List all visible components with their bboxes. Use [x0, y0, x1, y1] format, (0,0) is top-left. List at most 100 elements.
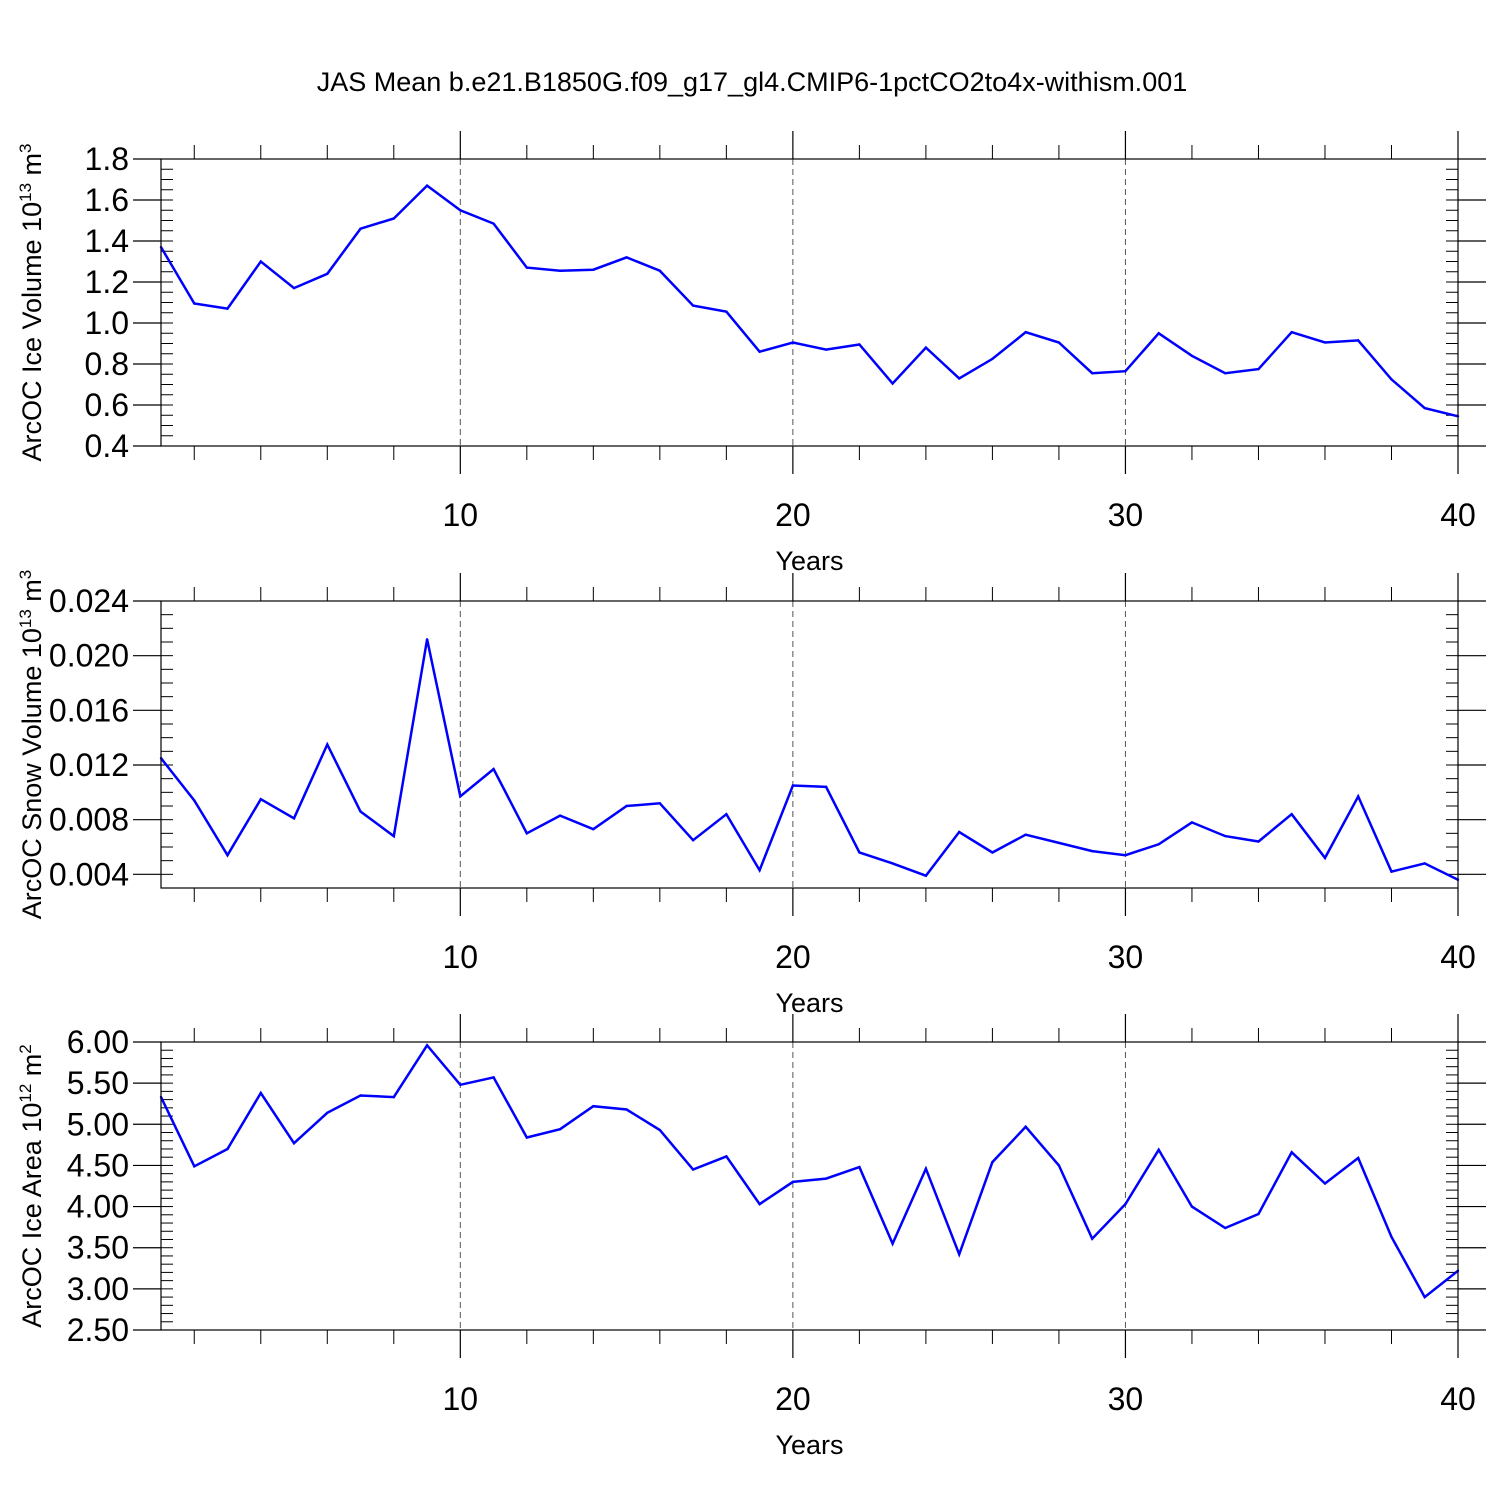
plot-frame — [160, 158, 1459, 447]
data-point — [1390, 870, 1393, 873]
data-point — [259, 797, 262, 801]
data-point — [691, 304, 695, 307]
data-point — [492, 767, 495, 771]
data-point — [425, 638, 429, 641]
data-point — [658, 269, 662, 272]
y-tick-label: 0.8 — [85, 346, 129, 382]
data-point — [991, 851, 994, 854]
data-point — [558, 269, 562, 272]
data-point — [824, 785, 828, 789]
data-point — [924, 346, 928, 349]
y-axis-label: ArcOC Ice Volume 1013 m3 — [16, 143, 47, 461]
y-tick-label: 4.00 — [67, 1189, 129, 1225]
data-point — [1423, 1295, 1426, 1299]
y-axis-label-part-3: m — [17, 579, 47, 609]
data-point — [1157, 332, 1160, 335]
data-point — [359, 1094, 362, 1097]
data-point — [459, 1083, 462, 1086]
chart-title: JAS Mean b.e21.B1850G.f09_g17_gl4.CMIP6-… — [317, 67, 1188, 97]
series-line-1 — [159, 183, 1459, 418]
panel-2: 0.004 0.008 0.012 0.016 0.020 0.024 10 20 30 40 Ye… — [16, 570, 1486, 1018]
data-point — [459, 795, 462, 798]
data-point — [392, 834, 395, 838]
data-point — [891, 1242, 894, 1245]
x-tick-label: 30 — [1108, 497, 1144, 533]
y-tick-label: 4.50 — [67, 1147, 129, 1183]
data-point — [691, 838, 695, 842]
data-point — [1124, 854, 1127, 857]
data-point — [492, 222, 495, 225]
y-tick-label: 1.8 — [85, 141, 129, 177]
data-point — [1024, 331, 1027, 334]
x-tick-label: 40 — [1440, 1381, 1476, 1417]
data-point — [758, 350, 761, 353]
data-point — [1124, 1202, 1127, 1206]
plot-frame — [160, 1041, 1459, 1331]
data-point — [259, 260, 262, 263]
series-line-3 — [159, 1043, 1459, 1299]
data-point — [592, 1104, 595, 1108]
y-tick-label: 0.016 — [49, 692, 129, 728]
series-line-2 — [160, 639, 1459, 881]
y-tick-label: 3.00 — [67, 1271, 129, 1307]
data-point — [226, 1147, 229, 1151]
x-tick-label: 10 — [443, 497, 479, 533]
y-tick-label: 1.4 — [85, 223, 129, 259]
x-axis-label: Years — [775, 546, 843, 576]
y-axis-label-part-4: 2 — [16, 1044, 35, 1053]
y-axis-label-part-2: 12 — [16, 1084, 35, 1103]
panel-3: 2.50 3.00 3.50 4.00 4.50 5.00 5.50 6.00 10 20 30 40… — [16, 1014, 1486, 1460]
data-point — [259, 1091, 262, 1095]
y-tick-label: 0.008 — [49, 802, 129, 838]
y-tick-label: 0.6 — [85, 387, 129, 423]
data-point — [891, 382, 894, 385]
y-tick-label: 3.50 — [67, 1230, 129, 1266]
data-point — [1257, 1212, 1260, 1216]
data-point — [193, 302, 196, 305]
data-point — [392, 217, 395, 220]
data-point — [1157, 843, 1160, 846]
data-point — [1024, 1125, 1027, 1128]
data-point — [326, 743, 329, 746]
y-axis-label-part-4: 3 — [16, 143, 35, 152]
data-point — [292, 817, 296, 820]
data-point — [858, 851, 861, 854]
panels-container: 0.4 0.6 0.8 1.0 1.2 1.4 1.6 1.8 10 20 30 40 Years Arc… — [16, 131, 1486, 1460]
data-point — [1323, 341, 1327, 344]
data-point — [858, 1165, 861, 1169]
data-point — [525, 832, 529, 835]
data-point — [1423, 862, 1426, 865]
y-tick-label: 1.0 — [85, 305, 129, 341]
x-tick-label: 20 — [775, 939, 811, 975]
data-point — [1357, 795, 1360, 798]
data-point — [858, 343, 861, 346]
y-axis-label-part-3: m — [17, 153, 47, 183]
data-point — [791, 1180, 795, 1184]
y-tick-label: 0.020 — [49, 638, 129, 674]
data-point — [957, 377, 961, 380]
plot-frame — [160, 600, 1459, 889]
x-axis-label: Years — [775, 988, 843, 1018]
data-point — [1190, 1205, 1194, 1208]
data-point — [1090, 1237, 1094, 1240]
data-point — [226, 854, 229, 857]
data-point — [525, 266, 529, 269]
y-axis-label: ArcOC Snow Volume 1013 m3 — [16, 570, 47, 920]
x-tick-label: 10 — [443, 1381, 479, 1417]
data-point — [957, 1253, 961, 1256]
data-point — [1057, 1164, 1061, 1167]
y-tick-label: 2.50 — [67, 1312, 129, 1348]
data-point — [625, 1108, 628, 1111]
data-point — [991, 1160, 994, 1164]
y-tick-label: 0.012 — [49, 747, 129, 783]
data-point — [1190, 354, 1194, 357]
data-point — [658, 1128, 662, 1132]
data-point — [326, 272, 329, 275]
data-point — [791, 341, 795, 344]
data-point — [1257, 367, 1260, 371]
data-point — [292, 1142, 296, 1145]
data-point — [1124, 369, 1127, 373]
x-tick-label: 10 — [443, 939, 479, 975]
data-point — [1290, 331, 1293, 334]
